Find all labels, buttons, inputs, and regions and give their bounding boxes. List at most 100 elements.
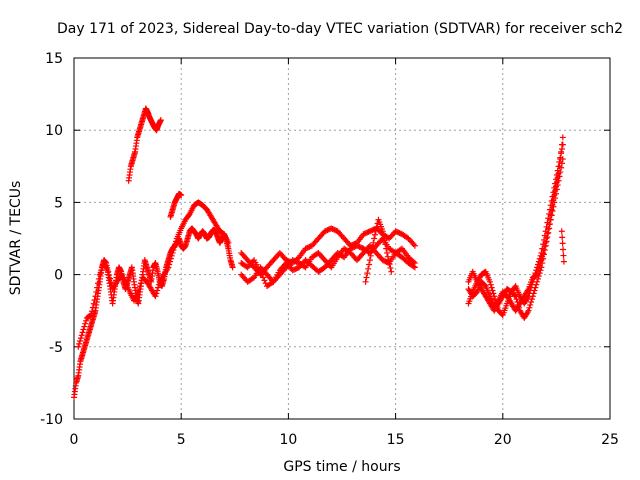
data-point-marker bbox=[155, 281, 162, 288]
data-point-marker bbox=[538, 257, 545, 264]
data-point-marker bbox=[167, 255, 174, 262]
axis-ticks bbox=[73, 57, 611, 420]
data-point-marker bbox=[379, 228, 386, 235]
data-point-marker bbox=[410, 258, 417, 265]
data-point-marker bbox=[166, 261, 173, 268]
x-tick-label: 15 bbox=[387, 432, 405, 448]
data-point-marker bbox=[383, 245, 390, 252]
data-point-marker bbox=[488, 284, 495, 291]
data-point-marker bbox=[560, 252, 567, 259]
data-point-marker bbox=[83, 317, 90, 324]
data-point-marker bbox=[411, 242, 418, 249]
data-point-marker bbox=[92, 293, 99, 300]
data-point-marker bbox=[261, 277, 268, 284]
data-point-marker bbox=[78, 332, 85, 339]
data-point-marker bbox=[528, 299, 535, 306]
data-point-marker bbox=[93, 288, 100, 295]
data-point-marker bbox=[106, 272, 113, 279]
data-point-marker bbox=[258, 271, 265, 278]
data-point-marker bbox=[173, 238, 180, 245]
data-point-marker bbox=[89, 304, 96, 311]
data-point-marker bbox=[169, 249, 176, 256]
data-point-marker bbox=[551, 192, 558, 199]
data-point-marker bbox=[257, 268, 264, 275]
data-point-marker bbox=[82, 320, 89, 327]
data-point-marker bbox=[94, 284, 101, 291]
data-point-marker bbox=[135, 288, 142, 295]
data-point-marker bbox=[366, 261, 373, 268]
data-point-marker bbox=[225, 239, 232, 246]
series-h bbox=[362, 216, 395, 285]
data-point-marker bbox=[366, 257, 373, 264]
data-point-marker bbox=[554, 174, 561, 181]
data-point-marker bbox=[384, 249, 391, 256]
data-point-marker bbox=[367, 252, 374, 259]
series-b bbox=[75, 199, 232, 350]
y-tick-label: -5 bbox=[49, 340, 63, 356]
data-point-marker bbox=[547, 211, 554, 218]
y-tick-label: 10 bbox=[45, 123, 63, 139]
data-point-marker bbox=[558, 148, 565, 155]
series-i bbox=[465, 156, 566, 321]
data-point-marker bbox=[546, 216, 553, 223]
data-point-marker bbox=[537, 260, 544, 267]
data-point-marker bbox=[525, 307, 532, 314]
data-point-marker bbox=[387, 264, 394, 271]
data-point-marker bbox=[539, 253, 546, 260]
data-point-marker bbox=[486, 278, 493, 285]
data-point-marker bbox=[152, 293, 159, 300]
data-point-marker bbox=[269, 279, 276, 286]
series-l bbox=[558, 228, 567, 265]
data-point-marker bbox=[137, 283, 144, 290]
x-tick-label: 20 bbox=[494, 432, 512, 448]
data-point-marker bbox=[526, 304, 533, 311]
data-point-marker bbox=[546, 221, 553, 228]
chart-title: Day 171 of 2023, Sidereal Day-to-day VTE… bbox=[57, 21, 623, 37]
data-point-marker bbox=[155, 284, 162, 291]
data-point-marker bbox=[91, 297, 98, 304]
data-point-marker bbox=[167, 258, 174, 265]
data-point-marker bbox=[76, 340, 83, 347]
data-point-marker bbox=[105, 268, 112, 275]
data-point-marker bbox=[542, 239, 549, 246]
data-point-marker bbox=[372, 231, 379, 238]
y-tick-labels: -10 -5 0 5 10 15 bbox=[40, 51, 63, 428]
x-tick-label: 0 bbox=[70, 432, 79, 448]
data-point-marker bbox=[552, 183, 559, 190]
plot-frame bbox=[73, 57, 611, 420]
data-point-marker bbox=[386, 261, 393, 268]
data-point-marker bbox=[178, 192, 185, 199]
data-point-marker bbox=[560, 258, 567, 265]
data-point-marker bbox=[362, 278, 369, 285]
data-point-marker bbox=[381, 236, 388, 243]
data-point-marker bbox=[88, 312, 95, 319]
data-point-marker bbox=[558, 141, 565, 148]
data-point-marker bbox=[369, 244, 376, 251]
y-tick-label: 15 bbox=[45, 51, 63, 67]
data-point-marker bbox=[558, 228, 565, 235]
data-point-marker bbox=[371, 235, 378, 242]
data-point-marker bbox=[168, 252, 175, 259]
x-tick-label: 10 bbox=[279, 432, 297, 448]
data-point-marker bbox=[559, 234, 566, 241]
series-a bbox=[71, 225, 236, 401]
data-point-marker bbox=[534, 268, 541, 275]
data-point-marker bbox=[545, 225, 552, 232]
data-point-marker bbox=[540, 250, 547, 257]
data-point-marker bbox=[552, 187, 559, 194]
y-tick-label: -10 bbox=[40, 412, 63, 428]
data-point-marker bbox=[365, 265, 372, 272]
data-point-marker bbox=[548, 206, 555, 213]
data-point-marker bbox=[487, 281, 494, 288]
data-point-marker bbox=[136, 286, 143, 293]
data-point-marker bbox=[489, 287, 496, 294]
data-point-marker bbox=[555, 170, 562, 177]
data-point-marker bbox=[559, 134, 566, 141]
data-point-marker bbox=[170, 247, 177, 254]
data-points bbox=[71, 105, 567, 401]
data-point-marker bbox=[513, 296, 520, 303]
data-point-marker bbox=[75, 343, 82, 350]
series-d bbox=[167, 190, 185, 220]
x-tick-label: 25 bbox=[601, 432, 619, 448]
data-point-marker bbox=[544, 230, 551, 237]
